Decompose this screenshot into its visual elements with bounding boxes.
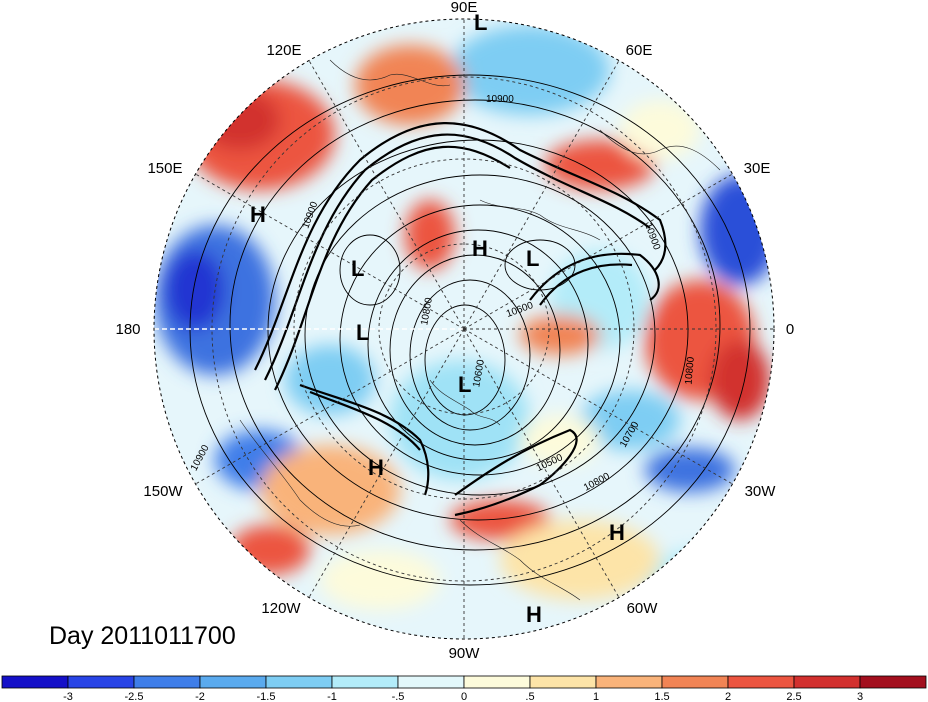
graticule bbox=[195, 19, 774, 639]
longitude-label-120e: 120E bbox=[266, 42, 301, 59]
colorbar-swatch bbox=[199, 675, 267, 689]
pressure-system-label: L bbox=[474, 10, 487, 35]
longitude-labels: 90E 60E 30E 0 30W 60W 90W 120W 150W 180 … bbox=[115, 0, 794, 662]
colorbar: -3 -2.5 -2 -1.5 -1 -.5 0 .5 1 1.5 2 2.5 3 bbox=[1, 675, 927, 702]
pressure-system-label: H bbox=[609, 520, 625, 545]
longitude-label-150w: 150W bbox=[143, 483, 183, 500]
pressure-system-labels: L H L L L H L H H H bbox=[250, 10, 625, 627]
day-title: Day 2011011700 bbox=[49, 622, 236, 650]
colorbar-tick-label: -.5 bbox=[392, 691, 405, 702]
colorbar-tick-label: 1 bbox=[593, 691, 599, 702]
longitude-label-180: 180 bbox=[115, 321, 140, 338]
colorbar-tick-label: -3 bbox=[63, 691, 73, 702]
colorbar-tick-label: 3 bbox=[857, 691, 863, 702]
longitude-label-60w: 60W bbox=[627, 600, 659, 617]
longitude-label-60e: 60E bbox=[626, 42, 653, 59]
colorbar-tick-label: -2 bbox=[195, 691, 205, 702]
pressure-system-label: L bbox=[458, 372, 471, 397]
pressure-system-label: H bbox=[250, 202, 266, 227]
longitude-label-150e: 150E bbox=[147, 160, 182, 177]
colorbar-swatch bbox=[595, 675, 663, 689]
contour-label: 10800 bbox=[683, 356, 696, 385]
longitude-label-120w: 120W bbox=[261, 600, 301, 617]
coastlines bbox=[239, 59, 721, 601]
pressure-system-label: L bbox=[526, 246, 539, 271]
colorbar-tick-label: -1.5 bbox=[257, 691, 276, 702]
contour-label: 10800 bbox=[419, 296, 435, 326]
colorbar-tick-label: 2.5 bbox=[786, 691, 801, 702]
pressure-system-label: H bbox=[472, 236, 488, 261]
longitude-label-90e: 90E bbox=[451, 0, 478, 16]
colorbar-swatch bbox=[397, 675, 465, 689]
pressure-system-label: H bbox=[526, 602, 542, 627]
colorbar-swatch bbox=[1, 675, 69, 689]
colorbar-swatch bbox=[793, 675, 861, 689]
longitude-label-30w: 30W bbox=[745, 483, 777, 500]
colorbar-swatch bbox=[265, 675, 333, 689]
map-boundary bbox=[153, 18, 775, 640]
colorbar-swatch bbox=[331, 675, 399, 689]
colorbar-swatch bbox=[133, 675, 201, 689]
longitude-label-0: 0 bbox=[786, 321, 794, 338]
contour-label: 10600 bbox=[471, 358, 487, 388]
colorbar-swatch bbox=[661, 675, 729, 689]
contour-label: 10900 bbox=[486, 94, 514, 105]
pressure-system-label: H bbox=[368, 455, 384, 480]
colorbar-tick-label: -1 bbox=[327, 691, 337, 702]
colorbar-swatch bbox=[727, 675, 795, 689]
colorbar-swatch bbox=[529, 675, 597, 689]
colorbar-tick-label: 2 bbox=[725, 691, 731, 702]
pressure-system-label: L bbox=[356, 320, 369, 345]
colorbar-swatch bbox=[463, 675, 531, 689]
longitude-label-30e: 30E bbox=[744, 160, 771, 177]
colorbar-swatch bbox=[67, 675, 135, 689]
colorbar-tick-label: 1.5 bbox=[654, 691, 669, 702]
pressure-system-label: L bbox=[351, 256, 364, 281]
colorbar-swatch bbox=[859, 675, 927, 689]
longitude-label-90w: 90W bbox=[449, 645, 481, 662]
colorbar-tick-label: -2.5 bbox=[125, 691, 144, 702]
colorbar-tick-label: .5 bbox=[525, 691, 534, 702]
colorbar-tick-label: 0 bbox=[461, 691, 467, 702]
